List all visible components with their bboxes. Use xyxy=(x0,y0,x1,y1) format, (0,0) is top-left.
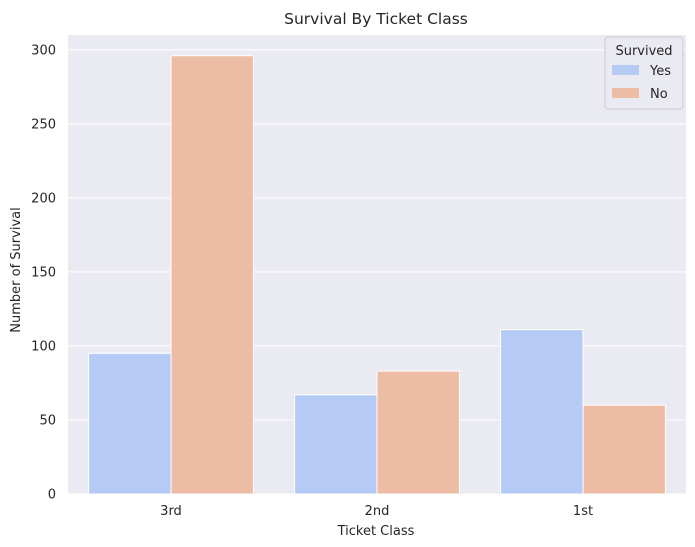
y-tick-label: 150 xyxy=(31,265,56,280)
bar-3rd-no xyxy=(170,55,254,495)
bar-3rd-yes xyxy=(88,352,172,495)
bar-1st-yes xyxy=(500,329,584,495)
bar-2nd-yes xyxy=(294,394,378,495)
y-axis-label: Number of Survival xyxy=(9,207,24,332)
bar-1st-no xyxy=(582,404,666,495)
legend-label-no: No xyxy=(650,87,668,102)
bar-2nd-no xyxy=(376,370,460,495)
legend-swatch-no xyxy=(612,88,639,98)
x-axis-ticks: 3rd 2nd 1st xyxy=(160,504,593,519)
y-tick-label: 200 xyxy=(31,191,56,206)
y-axis-ticks: 0 50 100 150 200 250 300 xyxy=(31,43,56,502)
y-tick-label: 100 xyxy=(31,339,56,354)
y-tick-label: 300 xyxy=(31,43,56,58)
x-axis-label: Ticket Class xyxy=(337,524,415,539)
legend-title: Survived xyxy=(615,44,672,59)
y-tick-label: 50 xyxy=(39,413,56,428)
y-tick-label: 250 xyxy=(31,117,56,132)
x-tick-label: 3rd xyxy=(160,504,182,519)
bars xyxy=(88,55,666,495)
x-tick-label: 1st xyxy=(573,504,593,519)
legend-label-yes: Yes xyxy=(649,64,671,79)
legend-swatch-yes xyxy=(612,65,639,75)
y-tick-label: 0 xyxy=(48,488,56,503)
legend: Survived Yes No xyxy=(604,36,684,110)
x-tick-label: 2nd xyxy=(365,504,390,519)
chart-title: Survival By Ticket Class xyxy=(284,10,468,28)
